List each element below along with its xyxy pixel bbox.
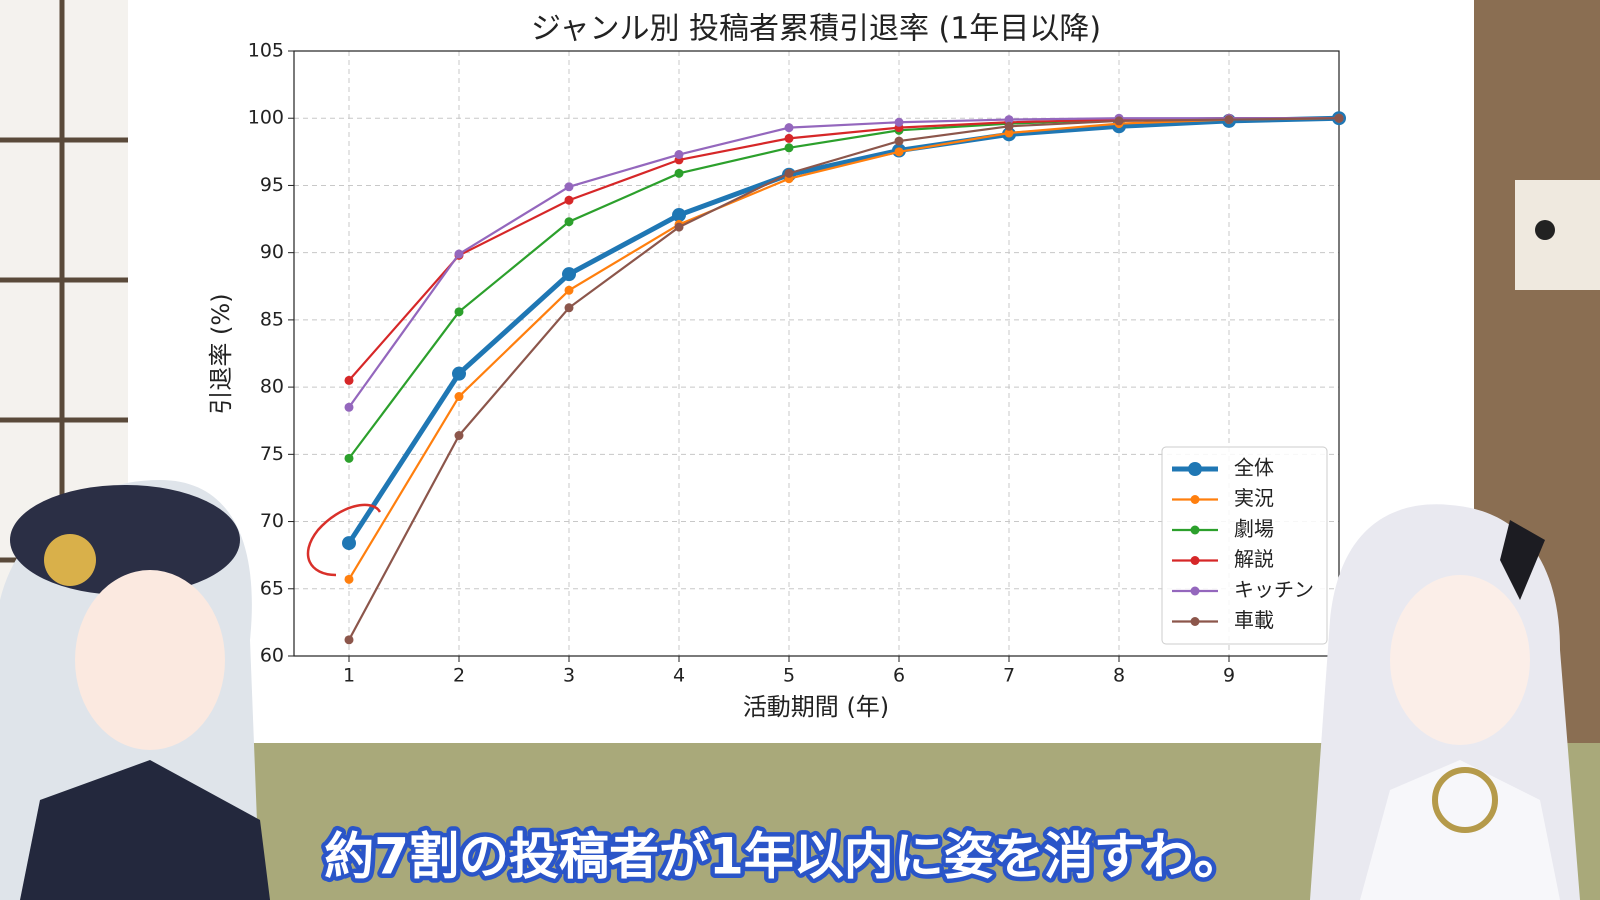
x-tick-label: 9 [1223, 665, 1235, 687]
point [674, 168, 684, 178]
point [452, 366, 466, 381]
point [344, 375, 354, 385]
point [564, 285, 574, 295]
x-tick-label: 5 [783, 665, 795, 687]
legend-label: 解説 [1234, 547, 1274, 571]
legend-label: 実況 [1234, 486, 1274, 510]
point [1334, 113, 1344, 123]
axes-frame [293, 50, 1340, 657]
legend-label: 劇場 [1234, 517, 1274, 541]
y-tick-label: 65 [260, 577, 284, 599]
legend-box [1161, 446, 1328, 645]
x-tick-label: 8 [1113, 665, 1125, 687]
y-tick-label: 100 [248, 107, 284, 129]
point [672, 208, 686, 223]
series-line [348, 117, 1340, 641]
y-tick-label: 70 [260, 510, 284, 532]
cabinet [1515, 180, 1600, 290]
point [1004, 128, 1014, 138]
y-tick-label: 60 [260, 645, 284, 667]
point [674, 150, 684, 160]
x-tick-label: 3 [563, 665, 575, 687]
series-line [348, 117, 1340, 580]
point [344, 635, 354, 645]
y-tick-label: 105 [248, 40, 284, 62]
x-axis-label: 活動期間 (年) [743, 693, 889, 721]
legend-marker [1190, 617, 1200, 626]
legend-marker [1190, 525, 1200, 535]
legend-label: キッチン [1234, 578, 1314, 602]
series-line [348, 117, 1339, 408]
point [344, 453, 354, 463]
annotation-circle [306, 503, 382, 577]
point [894, 136, 904, 146]
point [784, 168, 794, 178]
y-tick-label: 85 [260, 308, 284, 330]
point [344, 574, 354, 584]
legend-label: 車載 [1234, 608, 1274, 632]
point [784, 143, 794, 153]
point [1004, 121, 1014, 131]
point [1114, 116, 1124, 126]
character-right [1310, 504, 1580, 900]
point [564, 195, 574, 205]
legend-marker [1190, 556, 1200, 565]
point [1004, 115, 1014, 125]
point [564, 303, 574, 313]
point [454, 249, 464, 259]
point [564, 182, 574, 192]
point [562, 267, 576, 282]
y-tick-label: 80 [260, 376, 284, 398]
cabinet-knob [1535, 220, 1555, 240]
legend-marker [1190, 586, 1200, 596]
plot-area: 606570758085909510010512345678910全体実況劇場解… [248, 40, 1351, 687]
y-tick-label: 95 [260, 174, 284, 196]
point [454, 392, 464, 402]
y-tick-label: 90 [260, 241, 284, 263]
y-tick-label: 75 [260, 443, 284, 465]
point [454, 307, 464, 317]
x-tick-label: 4 [673, 665, 685, 687]
x-tick-label: 1 [343, 665, 355, 687]
point [674, 222, 684, 232]
point [1224, 115, 1234, 125]
point [454, 431, 464, 441]
point [894, 117, 904, 127]
legend-label: 全体 [1234, 456, 1274, 480]
legend-marker [1190, 495, 1200, 504]
point [344, 402, 354, 412]
point [564, 217, 574, 227]
chart-title: ジャンル別 投稿者累積引退率 (1年目以降) [531, 12, 1101, 47]
series-line [346, 115, 1340, 545]
x-tick-label: 7 [1003, 665, 1015, 687]
x-tick-label: 6 [893, 665, 905, 687]
y-axis-label: 引退率 (%) [207, 293, 235, 414]
point [784, 123, 794, 133]
point [894, 147, 904, 157]
point [342, 536, 356, 551]
point [784, 133, 794, 143]
subtitle-caption: 約7割の投稿者が1年以内に姿を消すわ。 [324, 828, 1244, 886]
character-left [0, 480, 270, 900]
x-tick-label: 2 [453, 665, 465, 687]
legend-marker [1188, 462, 1202, 476]
